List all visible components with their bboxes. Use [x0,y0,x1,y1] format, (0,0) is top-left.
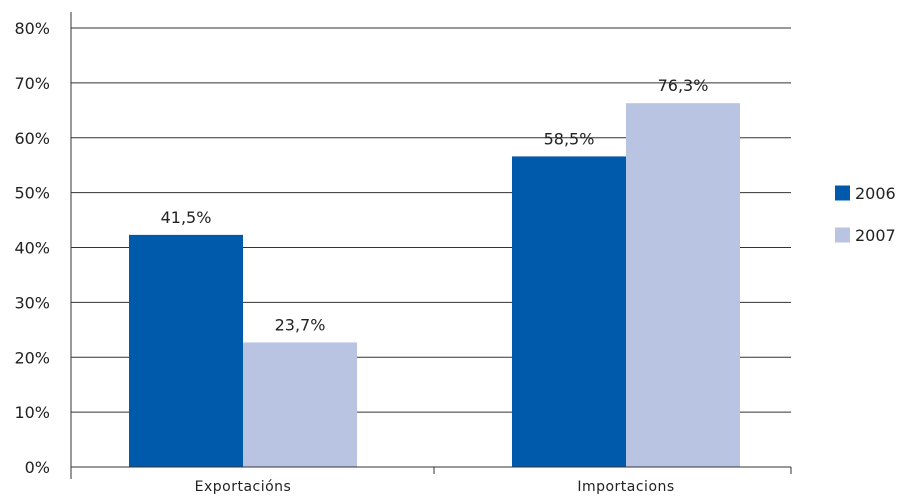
legend-swatch-2007 [835,228,850,243]
data-label: 41,5% [161,208,212,227]
y-tick-label: 40% [14,239,50,258]
legend-label: 2007 [855,226,896,245]
x-category-label: Importacions [577,479,674,495]
y-tick-label: 80% [14,19,50,38]
legend: 2006 2007 [835,184,896,245]
y-tick-label: 60% [14,129,50,148]
bar-2007-0 [243,342,357,467]
data-label: 23,7% [275,315,326,334]
y-tick-label: 70% [14,74,50,93]
data-label: 58,5% [544,129,595,148]
bar-2006-0 [129,235,243,467]
x-category-label: Exportacións [195,479,292,495]
bar-2006-1 [512,156,626,467]
y-tick-label: 0% [25,458,50,477]
legend-label: 2006 [855,184,896,203]
x-axis-category-labels: Exportacións Importacions [195,479,675,495]
data-label: 76,3% [658,76,709,95]
y-axis-tick-labels: 0% 10% 20% 30% 40% 50% 60% 70% 80% [14,19,50,477]
y-tick-label: 10% [14,403,50,422]
y-tick-label: 50% [14,184,50,203]
bar-2007-1 [626,103,740,467]
legend-swatch-2006 [835,186,850,201]
y-tick-label: 30% [14,293,50,312]
y-tick-label: 20% [14,348,50,367]
